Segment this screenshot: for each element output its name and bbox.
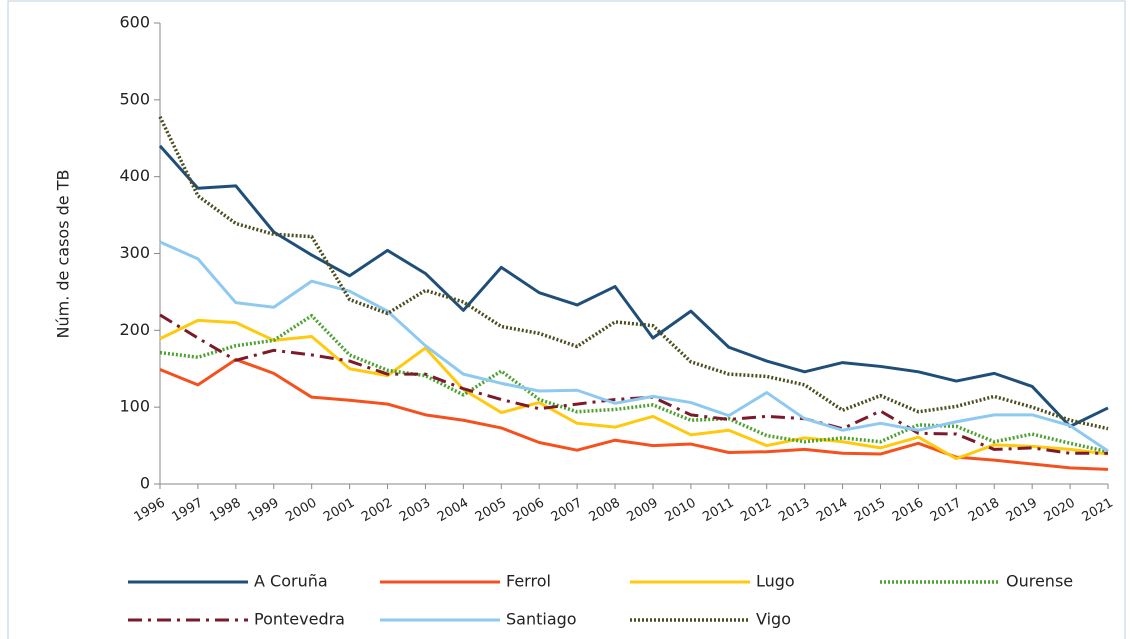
x-tick-label: 2013: [776, 496, 812, 526]
y-tick-label: 500: [119, 89, 150, 108]
legend-label: A Coruña: [254, 572, 328, 591]
x-tick-label: 2009: [625, 496, 661, 526]
legend-label: Vigo: [756, 610, 791, 629]
x-tick-label: 2001: [321, 496, 357, 526]
series-line: [158, 115, 1109, 431]
x-tick-label: 2014: [814, 496, 850, 526]
y-tick-label: 100: [119, 397, 150, 416]
legend-label: Lugo: [756, 572, 795, 591]
x-tick-label: 1996: [132, 496, 168, 526]
series-line: [158, 144, 1109, 428]
x-tick-label: 2018: [966, 496, 1002, 526]
series-line: [159, 318, 1109, 461]
x-tick-label: 2017: [928, 496, 964, 526]
series-line: [159, 358, 1109, 471]
x-tick-label: 2015: [852, 496, 888, 526]
y-tick-label: 300: [119, 243, 150, 262]
x-tick-label: 2002: [359, 496, 395, 526]
y-axis-label: Núm. de casos de TB: [54, 170, 73, 339]
y-tick-label: 0: [140, 474, 150, 493]
x-tick-label: 1998: [207, 496, 243, 526]
x-tick-label: 2012: [738, 496, 774, 526]
x-tick-label: 2005: [473, 496, 509, 526]
x-tick-label: 2016: [890, 496, 926, 526]
x-tick-label: 2008: [587, 496, 623, 526]
x-tick-label: 2004: [435, 496, 471, 526]
y-tick-label: 200: [119, 320, 150, 339]
x-tick-label: 2010: [662, 496, 698, 526]
series-line: [159, 313, 1108, 455]
x-tick-label: 1999: [245, 496, 281, 526]
legend-label: Ourense: [1006, 572, 1073, 591]
y-tick-label: 400: [119, 166, 150, 185]
chart-frame: [7, 0, 1126, 639]
legend-label: Pontevedra: [254, 610, 345, 629]
series-line: [159, 240, 1109, 453]
x-tick-label: 2000: [283, 496, 319, 526]
x-tick-label: 1997: [170, 496, 206, 526]
x-tick-label: 2011: [700, 496, 736, 526]
x-tick-label: 2019: [1004, 496, 1040, 526]
series-line: [159, 313, 1109, 454]
x-tick-label: 2006: [511, 496, 547, 526]
x-tick-label: 2021: [1080, 496, 1116, 526]
y-tick-label: 600: [119, 13, 150, 32]
x-tick-label: 2007: [549, 496, 585, 526]
legend-label: Ferrol: [506, 572, 551, 591]
legend-label: Santiago: [506, 610, 577, 629]
x-tick-label: 2003: [397, 496, 433, 526]
x-tick-label: 2020: [1042, 496, 1078, 526]
